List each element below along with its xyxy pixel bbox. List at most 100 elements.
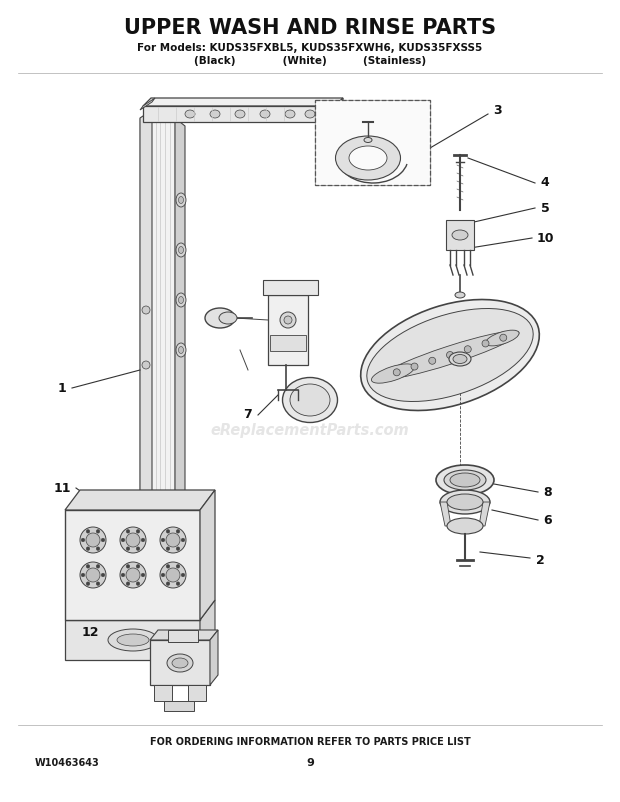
Circle shape (126, 582, 130, 585)
Ellipse shape (179, 297, 184, 303)
Circle shape (176, 547, 180, 550)
Circle shape (80, 527, 106, 553)
Ellipse shape (283, 378, 337, 423)
Polygon shape (143, 98, 343, 106)
Circle shape (86, 582, 90, 585)
Ellipse shape (176, 293, 186, 307)
Circle shape (86, 565, 90, 568)
Text: (Black)             (White)          (Stainless): (Black) (White) (Stainless) (194, 56, 426, 66)
Ellipse shape (335, 136, 401, 180)
Circle shape (86, 529, 90, 533)
Ellipse shape (167, 654, 193, 672)
Circle shape (81, 538, 85, 542)
Circle shape (96, 547, 100, 550)
Bar (270, 335, 306, 351)
Polygon shape (440, 502, 451, 526)
Circle shape (161, 538, 165, 542)
Circle shape (126, 547, 130, 550)
Ellipse shape (455, 292, 465, 298)
Polygon shape (150, 630, 218, 640)
Polygon shape (200, 490, 215, 620)
Ellipse shape (361, 299, 539, 411)
Circle shape (176, 582, 180, 585)
Circle shape (181, 538, 185, 542)
Circle shape (161, 573, 165, 577)
Polygon shape (65, 490, 215, 510)
Ellipse shape (444, 470, 486, 490)
Ellipse shape (172, 658, 188, 668)
Circle shape (166, 568, 180, 582)
Ellipse shape (452, 230, 468, 240)
Ellipse shape (367, 309, 533, 402)
Ellipse shape (235, 110, 245, 118)
Polygon shape (200, 600, 215, 658)
Polygon shape (140, 110, 152, 500)
Ellipse shape (381, 331, 519, 379)
Ellipse shape (285, 110, 295, 118)
Polygon shape (143, 106, 335, 122)
Ellipse shape (117, 634, 149, 646)
Circle shape (181, 573, 185, 577)
Circle shape (393, 369, 401, 376)
Text: UPPER WASH AND RINSE PARTS: UPPER WASH AND RINSE PARTS (124, 18, 496, 38)
Polygon shape (479, 502, 490, 526)
Circle shape (411, 363, 418, 370)
Circle shape (142, 306, 150, 314)
Text: 10: 10 (536, 232, 554, 245)
Circle shape (429, 357, 436, 364)
Polygon shape (65, 620, 200, 660)
Text: 6: 6 (544, 513, 552, 526)
Text: 8: 8 (544, 485, 552, 499)
Polygon shape (65, 510, 200, 620)
Ellipse shape (364, 137, 372, 143)
Circle shape (101, 573, 105, 577)
Polygon shape (263, 280, 318, 295)
Ellipse shape (179, 246, 184, 253)
Circle shape (176, 565, 180, 568)
Ellipse shape (440, 490, 490, 514)
Text: 2: 2 (536, 553, 544, 566)
Ellipse shape (485, 330, 519, 346)
Bar (168, 630, 198, 642)
Circle shape (166, 582, 170, 585)
Bar (315, 100, 430, 185)
Ellipse shape (185, 110, 195, 118)
Ellipse shape (260, 110, 270, 118)
Circle shape (160, 527, 186, 553)
Circle shape (126, 565, 130, 568)
Circle shape (120, 562, 146, 588)
Ellipse shape (349, 146, 387, 170)
Circle shape (136, 529, 140, 533)
Circle shape (101, 538, 105, 542)
Circle shape (141, 538, 145, 542)
Ellipse shape (176, 193, 186, 207)
Text: W10463643: W10463643 (35, 758, 100, 768)
Circle shape (126, 529, 130, 533)
Text: 4: 4 (541, 176, 549, 189)
Ellipse shape (290, 384, 330, 416)
Circle shape (86, 568, 100, 582)
Polygon shape (335, 98, 343, 122)
Text: 5: 5 (541, 201, 549, 214)
Circle shape (126, 568, 140, 582)
Bar (164, 701, 194, 711)
Circle shape (136, 547, 140, 550)
Ellipse shape (179, 196, 184, 204)
Circle shape (142, 361, 150, 369)
Text: 11: 11 (53, 481, 71, 495)
Circle shape (80, 562, 106, 588)
Ellipse shape (371, 364, 414, 383)
Ellipse shape (453, 354, 467, 363)
Polygon shape (268, 295, 308, 365)
Polygon shape (446, 220, 474, 250)
Text: 3: 3 (493, 103, 502, 116)
Circle shape (166, 529, 170, 533)
Circle shape (166, 533, 180, 547)
Ellipse shape (436, 465, 494, 495)
Bar (188, 685, 206, 701)
Circle shape (121, 573, 125, 577)
Text: 9: 9 (306, 758, 314, 768)
Polygon shape (210, 630, 218, 685)
Circle shape (176, 529, 180, 533)
Ellipse shape (447, 518, 483, 534)
